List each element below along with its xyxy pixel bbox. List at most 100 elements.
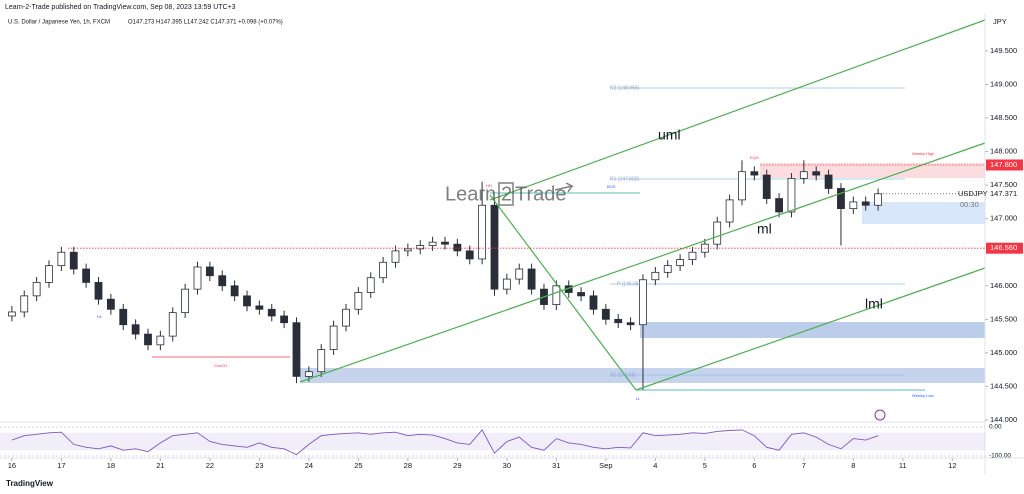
candle-body xyxy=(639,279,647,326)
annotation: HL xyxy=(97,314,103,319)
candle-body xyxy=(94,282,103,300)
candle-body xyxy=(762,174,771,199)
candle-body xyxy=(552,285,561,305)
y-tick-label: 148.500 xyxy=(990,113,1017,122)
x-tick-label: 5 xyxy=(703,461,707,470)
x-tick-label: 24 xyxy=(305,461,313,470)
last-price-label: 147.371 xyxy=(990,189,1017,198)
candle-body xyxy=(131,324,140,335)
annotation: Weekly Low xyxy=(912,393,934,398)
event-icon xyxy=(874,409,886,421)
candle-body xyxy=(428,241,437,246)
candle-body xyxy=(230,285,239,297)
candle-body xyxy=(255,305,264,310)
candle-body xyxy=(441,241,449,245)
x-tick-label: 28 xyxy=(404,461,412,470)
annotation: R1 (147.602) xyxy=(610,176,640,182)
candle-body xyxy=(32,282,41,297)
annotation: EQH xyxy=(750,155,759,160)
ohlc-info: O147.273 H147.395 L147.242 C147.371 +0.0… xyxy=(128,20,283,26)
demand-zone xyxy=(640,322,985,338)
candle-body xyxy=(688,251,697,261)
candle-body xyxy=(725,199,734,223)
y-tick-label: 144.000 xyxy=(990,415,1017,424)
candle-body xyxy=(69,251,78,270)
x-tick-label: 6 xyxy=(752,461,756,470)
annotation: R2 (148.956) xyxy=(610,85,640,91)
upper-line xyxy=(489,19,986,201)
currency: JPY xyxy=(993,17,1007,26)
y-tick-label: 146.000 xyxy=(990,281,1017,290)
median-line xyxy=(299,142,986,383)
pivots xyxy=(152,87,925,391)
candle-body xyxy=(849,201,858,210)
level-tag xyxy=(986,159,1023,171)
candle-body xyxy=(391,250,400,263)
annotation: BOS xyxy=(607,184,616,189)
x-tick-label: Sep xyxy=(599,461,612,470)
annotation: S1 (144.66) xyxy=(610,372,636,378)
candle-body xyxy=(478,204,487,260)
candle-body xyxy=(490,204,499,290)
candle-body xyxy=(144,333,152,346)
candle-body xyxy=(379,261,388,279)
watermark-text: Trade xyxy=(515,183,567,205)
x-tick-label: 30 xyxy=(503,461,511,470)
price-axis xyxy=(985,0,1024,474)
candle-body xyxy=(502,278,511,290)
candle-body xyxy=(750,171,759,176)
candle-body xyxy=(874,193,882,206)
y-tick-label: 144.500 xyxy=(990,381,1017,390)
x-tick-label: 11 xyxy=(899,461,907,470)
osc-tick-label: 0.00 xyxy=(989,424,1002,431)
candle-body xyxy=(205,266,214,277)
x-tick-label: 8 xyxy=(851,461,855,470)
candle-body xyxy=(181,288,190,314)
support-zone xyxy=(862,202,985,224)
annotation: lml xyxy=(865,296,883,312)
candle-body xyxy=(626,322,635,326)
candle-body xyxy=(106,298,115,310)
x-tick-label: 16 xyxy=(8,461,16,470)
candle-body xyxy=(82,268,91,283)
candle-body xyxy=(515,268,524,280)
y-tick-label: 145.500 xyxy=(990,314,1017,323)
candle-body xyxy=(354,292,363,310)
candle-body xyxy=(775,198,783,213)
watermark-arrow xyxy=(554,182,575,193)
brand: TradingView xyxy=(6,479,54,488)
candle-body xyxy=(193,266,202,290)
candle-body xyxy=(366,277,375,293)
candle-body xyxy=(837,188,845,210)
candle-body xyxy=(342,308,350,327)
x-tick-label: 21 xyxy=(156,461,164,470)
candle-body xyxy=(218,275,227,287)
x-tick-label: 17 xyxy=(57,461,65,470)
symbol: U.S. Dollar / Japanese Yen, 1h, FXCM xyxy=(8,20,110,26)
candle-body xyxy=(527,268,536,290)
level-label: 146.560 xyxy=(990,243,1017,252)
countdown: 00:30 xyxy=(960,200,979,209)
candle-body xyxy=(20,295,29,313)
annotation: uml xyxy=(658,127,681,143)
x-tick-label: 25 xyxy=(354,461,362,470)
candle-body xyxy=(812,171,821,176)
candle-body xyxy=(243,295,251,307)
annotation: HH xyxy=(486,183,492,188)
y-tick-label: 147.500 xyxy=(990,180,1017,189)
candle-body xyxy=(713,221,722,245)
x-tick-label: 12 xyxy=(948,461,956,470)
y-tick-label: 145.000 xyxy=(990,348,1017,357)
annotation: LL xyxy=(636,396,641,401)
candle-body xyxy=(317,349,326,373)
annotation: ml xyxy=(757,221,772,237)
osc-tick-label: -100.00 xyxy=(989,453,1011,460)
candles xyxy=(7,160,882,390)
candle-body xyxy=(577,292,586,297)
candle-body xyxy=(280,315,289,324)
candle-body xyxy=(45,265,53,283)
candle-body xyxy=(57,251,66,267)
candle-body xyxy=(614,318,623,324)
x-tick-label: 23 xyxy=(255,461,263,470)
